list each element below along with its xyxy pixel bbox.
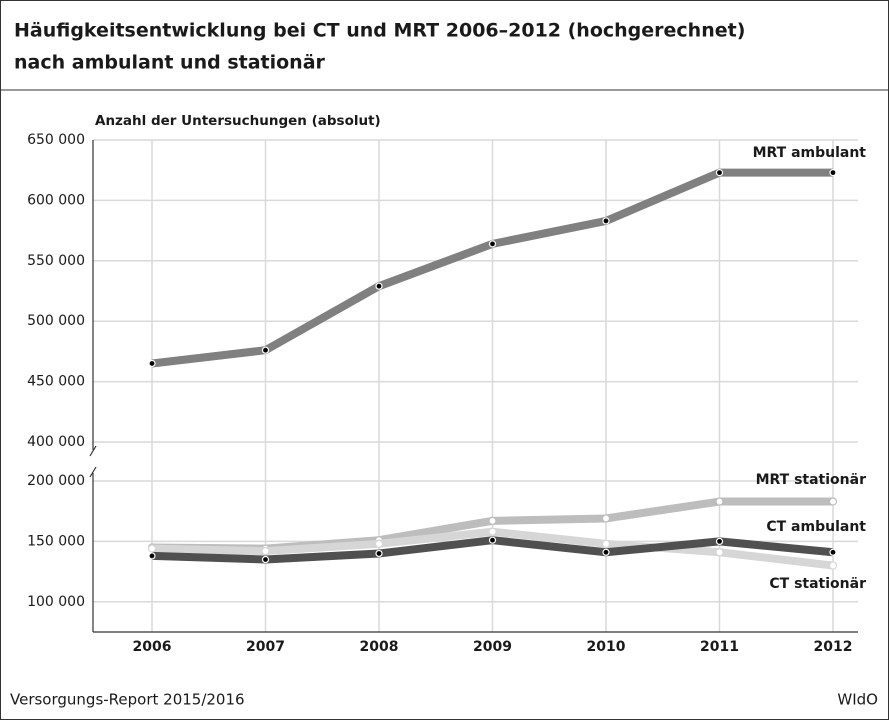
x-tick-label: 2012 [814,639,853,655]
point [488,536,497,544]
x-tick-label: 2010 [587,639,626,655]
point [829,169,837,177]
x-tick-label: 2007 [246,639,285,655]
point [602,217,610,225]
point [488,516,497,525]
point [488,527,497,536]
y-tick-label: 400 000 [27,434,85,450]
source: Versorgungs-Report 2015/2016 [10,691,245,709]
point [715,537,724,546]
point [375,549,383,558]
y-tick-label: 450 000 [27,374,85,390]
point [828,497,838,506]
y-tick-label: 200 000 [27,473,85,489]
point [715,169,724,177]
point [715,548,724,557]
point [715,497,724,506]
chart-title: Häufigkeitsentwicklung bei CT und MRT 20… [14,20,745,42]
point [148,552,156,560]
series-label: CT stationär [769,576,866,592]
publisher: WIdO [837,691,878,709]
x-tick-label: 2011 [700,639,739,655]
point [148,359,156,368]
y-tick-label: 150 000 [27,533,85,549]
x-tick-label: 2009 [473,639,512,655]
point [261,555,270,564]
x-tick-label: 2006 [133,639,172,655]
series-label: MRT stationär [756,472,867,488]
point [602,548,610,556]
y-tick-label: 100 000 [27,594,85,610]
y-tick-label: 650 000 [27,132,85,148]
point [488,240,497,248]
y-tick-label: 600 000 [27,192,85,208]
axis-break [89,445,97,478]
series-label: MRT ambulant [753,145,867,161]
point [374,539,384,548]
point [375,282,383,290]
point [828,561,838,570]
y-tick-label: 500 000 [27,313,85,329]
chart-title: nach ambulant und stationär [14,52,326,74]
point [601,539,611,548]
point [261,546,270,556]
y-tick-label: 550 000 [27,253,85,269]
series-label: CT ambulant [766,519,866,535]
point [147,544,157,553]
point [261,346,270,354]
x-tick-label: 2008 [360,639,399,655]
point [601,514,611,523]
y-axis-label: Anzahl der Untersuchungen (absolut) [95,113,381,129]
point [829,548,837,556]
